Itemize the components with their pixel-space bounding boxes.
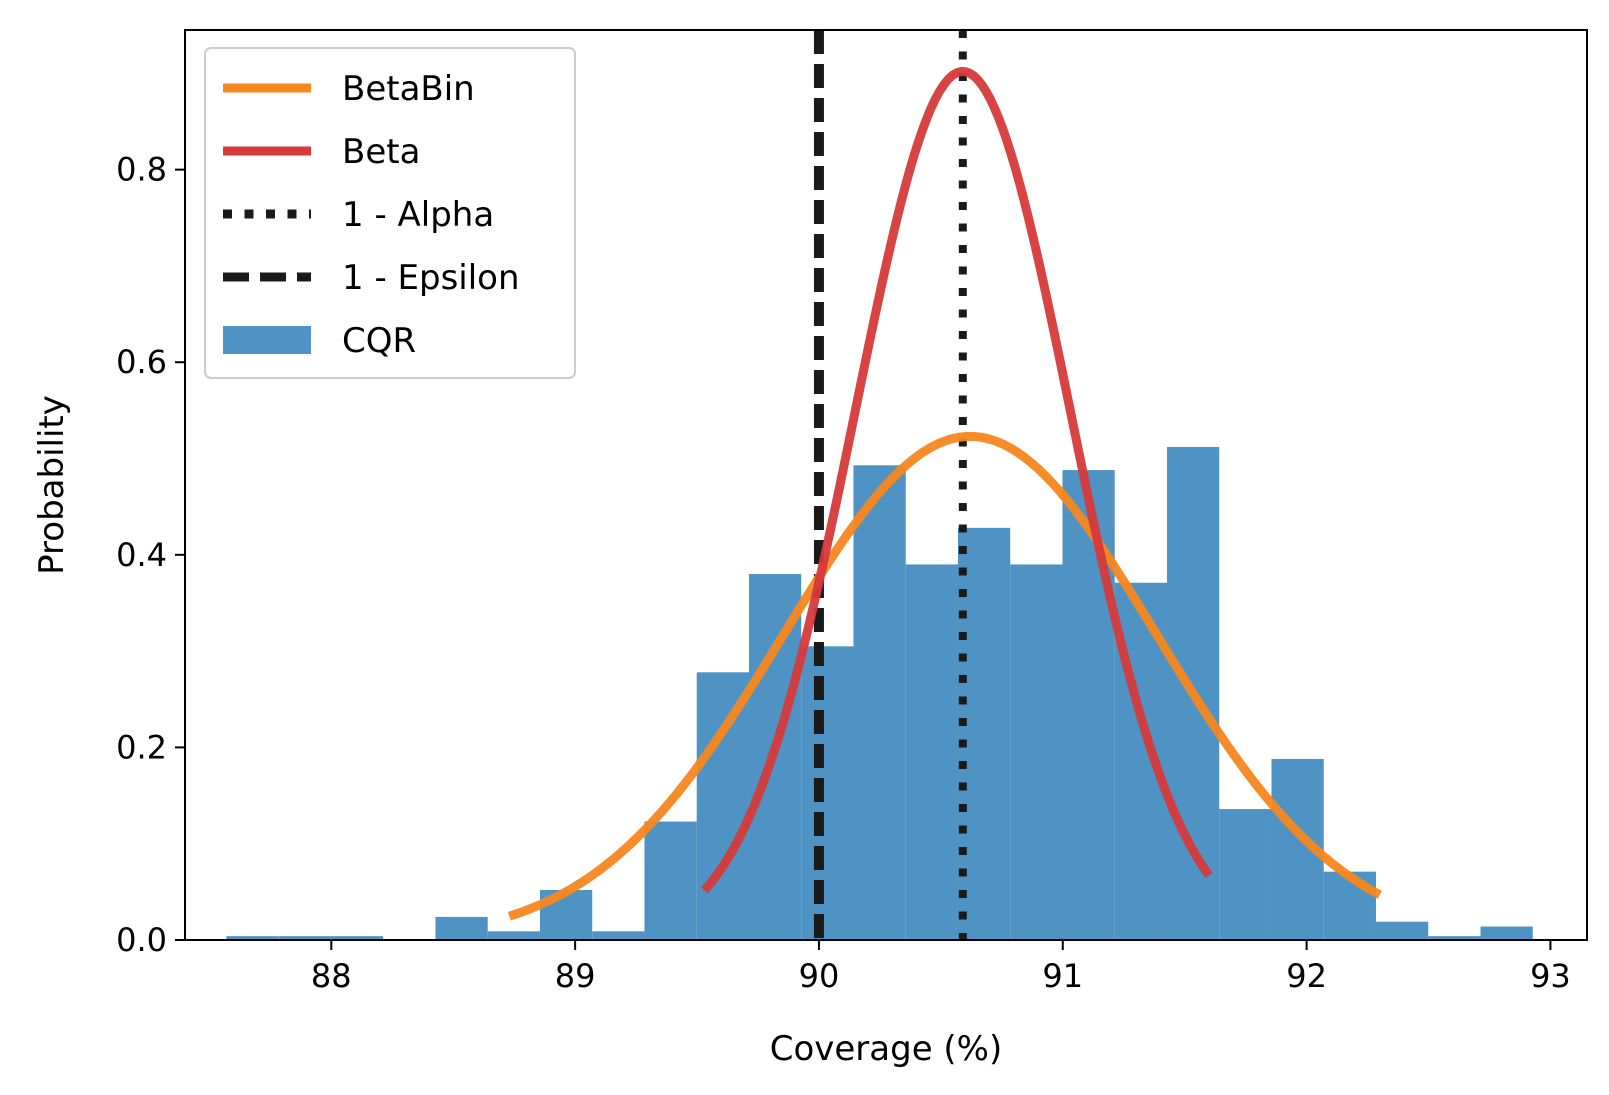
legend-label-cqr: CQR	[342, 321, 416, 361]
y-tick-label: 0.2	[116, 728, 167, 766]
plot-area	[226, 30, 1533, 940]
histogram-bar	[905, 564, 958, 940]
legend: BetaBin Beta 1 - Alpha 1 - Epsilon CQR	[204, 47, 576, 379]
plot-frame	[184, 29, 1588, 941]
y-axis-label: Probability	[32, 395, 72, 575]
histogram-bar	[435, 916, 488, 940]
legend-box	[204, 47, 576, 379]
histogram-bar	[1480, 926, 1533, 940]
histogram-bar	[1375, 921, 1429, 940]
histogram-bar	[226, 936, 279, 940]
histogram-bar	[1062, 470, 1115, 940]
histogram-bar	[1010, 564, 1063, 940]
histogram-bar	[1219, 809, 1272, 940]
legend-label-betabin: BetaBin	[342, 69, 475, 109]
histogram-bar	[278, 936, 331, 940]
x-tick-label: 89	[555, 957, 596, 995]
x-tick-label: 91	[1042, 957, 1083, 995]
y-tick-label: 0.6	[116, 343, 167, 381]
x-tick-label: 92	[1286, 957, 1327, 995]
beta-curve	[700, 67, 1213, 894]
histogram-bar	[696, 672, 749, 940]
histogram-bar	[330, 936, 384, 940]
histogram-bar	[801, 646, 854, 940]
legend-label-beta: Beta	[342, 132, 420, 172]
x-axis-label: Coverage (%)	[770, 1029, 1003, 1069]
y-tick-label: 0.4	[116, 536, 167, 574]
histogram-bar	[644, 821, 697, 940]
legend-swatch-cqr	[223, 326, 311, 354]
x-tick-label: 88	[311, 957, 352, 995]
histogram-bar	[487, 931, 540, 940]
betabin-curve	[507, 431, 1382, 921]
histogram-bar	[1428, 936, 1481, 940]
legend-label-1-alpha: 1 - Alpha	[342, 195, 494, 235]
x-tick-label: 93	[1530, 957, 1571, 995]
histogram-bar	[592, 931, 645, 940]
y-tick-label: 0.8	[116, 151, 167, 189]
y-tick-label: 0.0	[116, 921, 167, 959]
x-tick-label: 90	[799, 957, 840, 995]
legend-label-1-epsilon: 1 - Epsilon	[342, 258, 520, 298]
histogram-bar	[853, 465, 906, 940]
axes: 88 89 90 91 92 93 0.0 0.2 0.4 0.6 0.8	[116, 151, 1571, 995]
